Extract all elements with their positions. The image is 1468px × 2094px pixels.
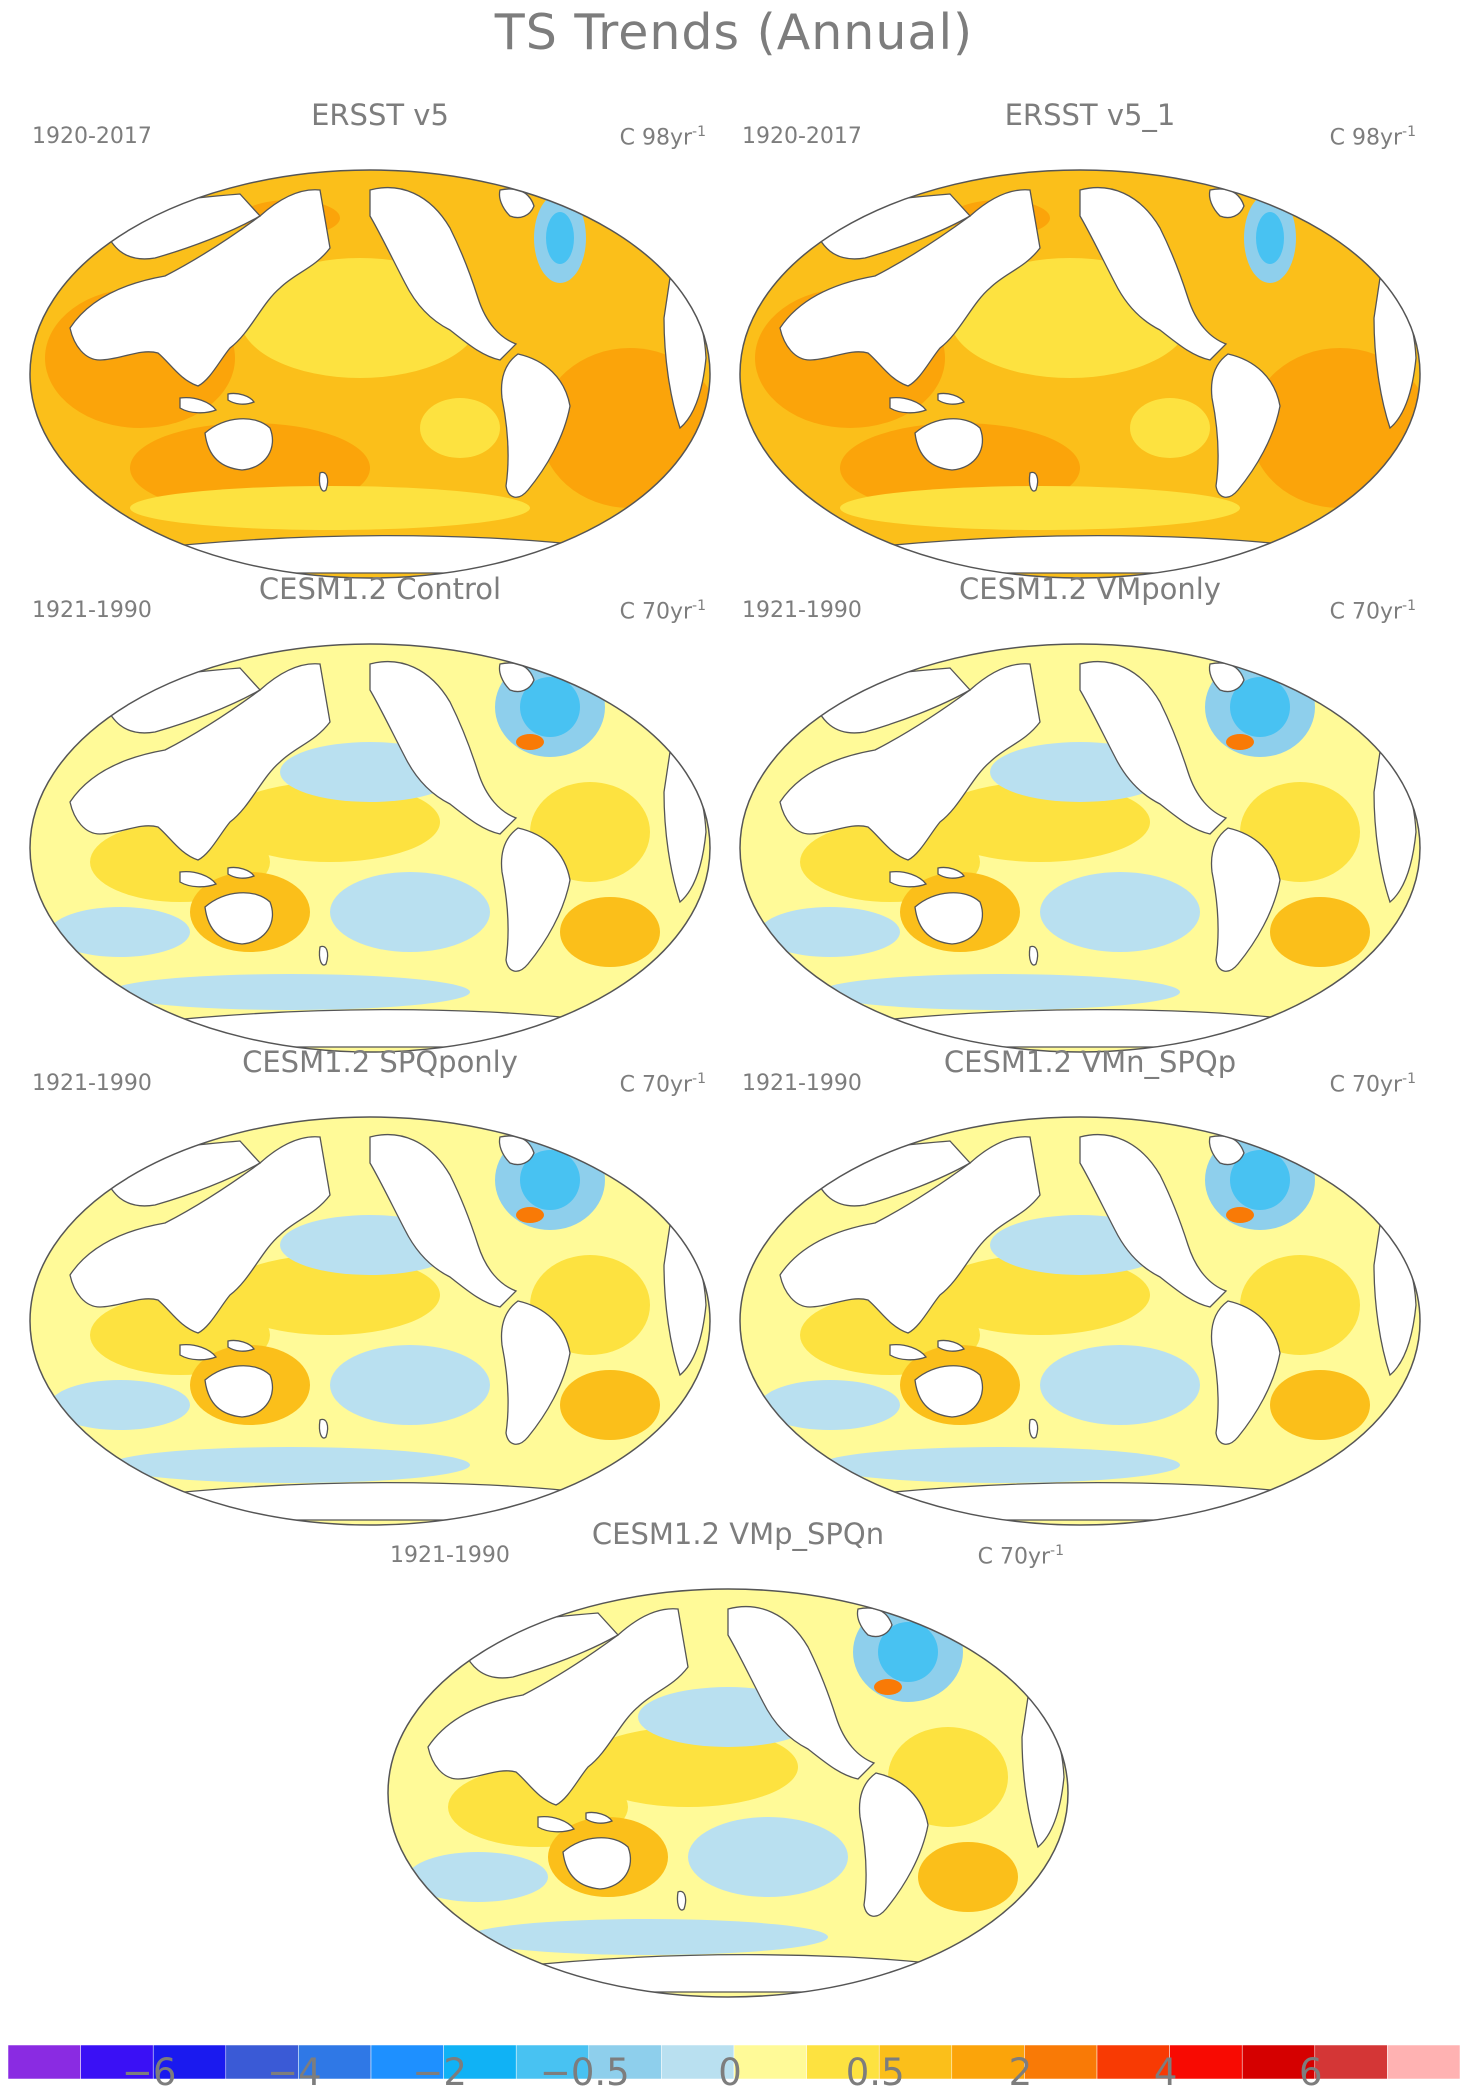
- panel-cesm-control: CESM1.2 Control 1921-1990 C 70yr-1: [29, 572, 730, 1053]
- panel-units: C 70yr-1: [977, 1543, 1064, 1570]
- panel-title: CESM1.2 Control: [258, 572, 502, 606]
- colorbar-swatch: [878, 2045, 953, 2080]
- colorbar-tick-label: −2: [412, 2051, 467, 2094]
- panel-units: C 70yr-1: [1329, 598, 1416, 625]
- world-map: [739, 643, 1421, 1053]
- panel-period: 1920-2017: [742, 124, 862, 149]
- panel-cesm-spqponly: CESM1.2 SPQponly 1921-1990 C 70yr-1: [29, 1045, 730, 1526]
- world-map: [29, 643, 711, 1053]
- colorbar-swatch: [1024, 2045, 1098, 2080]
- colorbar-swatch: [1241, 2045, 1316, 2080]
- world-map: [29, 169, 711, 579]
- panel-ersst-v5: ERSST v5 1920-2017 C 98yr-1: [29, 98, 730, 579]
- colorbar-swatch: [1314, 2045, 1388, 2080]
- colorbar-tick-label: 2: [1008, 2051, 1033, 2094]
- colorbar-tick-label: 6: [1299, 2051, 1323, 2094]
- panel-period: 1921-1990: [742, 1071, 862, 1096]
- world-map: [387, 1588, 1069, 1998]
- panel-title: CESM1.2 VMponly: [959, 572, 1221, 606]
- colorbar-swatch: [806, 2045, 880, 2080]
- panel-period: 1921-1990: [742, 598, 862, 623]
- colorbar-tick-label: −6: [121, 2051, 177, 2094]
- panel-title: ERSST v5_1: [1004, 98, 1176, 132]
- colorbar-swatch: [370, 2045, 444, 2080]
- colorbar-swatch: [80, 2045, 154, 2080]
- colorbar-swatch: [515, 2045, 590, 2080]
- panel-title: CESM1.2 VMp_SPQn: [591, 1517, 885, 1551]
- world-map: [29, 1116, 711, 1526]
- panel-units: C 98yr-1: [1329, 124, 1416, 151]
- panel-units: C 70yr-1: [619, 1071, 706, 1098]
- panel-period: 1921-1990: [32, 1071, 152, 1096]
- panel-period: 1921-1990: [32, 598, 152, 623]
- panel-title: CESM1.2 VMn_SPQp: [943, 1045, 1237, 1079]
- colorbar: [8, 2045, 1460, 2080]
- colorbar-swatch: [733, 2045, 807, 2080]
- world-map: [739, 1116, 1421, 1526]
- colorbar-swatch: [1387, 2045, 1460, 2080]
- panel-units: C 70yr-1: [1329, 1071, 1416, 1098]
- colorbar-swatch: [152, 2045, 227, 2080]
- panel-cesm-vmponly: CESM1.2 VMponly 1921-1990 C 70yr-1: [739, 572, 1440, 1053]
- panel-cesm-vmp-spqn: CESM1.2 VMp_SPQn 1921-1990 C 70yr-1: [387, 1517, 1088, 1998]
- world-map: [739, 169, 1421, 579]
- panel-units: C 70yr-1: [619, 598, 706, 625]
- colorbar-swatch: [951, 2045, 1025, 2080]
- colorbar-swatch: [588, 2045, 662, 2080]
- colorbar-tick-label: 0: [718, 2051, 742, 2094]
- colorbar-tick-label: −4: [267, 2051, 322, 2094]
- panel-cesm-vmn-spqp: CESM1.2 VMn_SPQp 1921-1990 C 70yr-1: [739, 1045, 1440, 1526]
- colorbar-tick-label: 4: [1153, 2051, 1178, 2094]
- colorbar-tick-label: 0.5: [845, 2051, 905, 2094]
- colorbar-tick-label: −0.5: [539, 2051, 630, 2094]
- panel-title: ERSST v5: [311, 98, 449, 132]
- panel-period: 1920-2017: [32, 124, 152, 149]
- colorbar-swatch: [1096, 2045, 1170, 2080]
- colorbar-swatch: [8, 2045, 81, 2080]
- panel-title: CESM1.2 SPQponly: [242, 1045, 518, 1079]
- figure-title: TS Trends (Annual): [494, 4, 974, 61]
- panel-units: C 98yr-1: [619, 124, 706, 151]
- colorbar-swatch: [443, 2045, 517, 2080]
- colorbar-swatch: [225, 2045, 299, 2080]
- panel-period: 1921-1990: [390, 1543, 510, 1568]
- colorbar-swatch: [661, 2045, 735, 2080]
- panel-ersst-v5-1: ERSST v5_1 1920-2017 C 98yr-1: [739, 98, 1440, 579]
